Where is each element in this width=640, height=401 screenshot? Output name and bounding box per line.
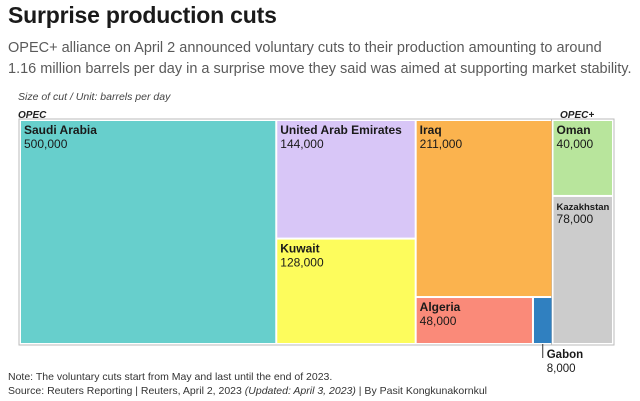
treemap-cell-united-arab-emirates <box>277 121 415 238</box>
treemap-cell-iraq <box>416 121 552 297</box>
source-updated: (Updated: April 3, 2023) <box>244 385 356 397</box>
cell-value-united-arab-emirates: 144,000 <box>280 137 324 151</box>
cell-name-oman: Oman <box>557 123 591 137</box>
cell-name-saudi-arabia: Saudi Arabia <box>24 123 97 137</box>
footnote: Note: The voluntary cuts start from May … <box>8 371 333 383</box>
treemap-cell-kuwait <box>277 239 415 343</box>
cell-name-kazakhstan: Kazakhstan <box>557 202 610 213</box>
group-label-opec: OPEC <box>18 110 47 121</box>
cell-name-gabon: Gabon <box>547 349 583 361</box>
cell-name-united-arab-emirates: United Arab Emirates <box>280 123 402 137</box>
treemap-cell-saudi-arabia <box>21 121 276 343</box>
cell-value-kuwait: 128,000 <box>280 256 324 270</box>
unit-label: Size of cut / Unit: barrels per day <box>18 91 171 103</box>
cell-value-algeria: 48,000 <box>420 314 457 328</box>
cell-value-saudi-arabia: 500,000 <box>24 137 68 151</box>
source-text: Source: Reuters Reporting | Reuters, Apr… <box>8 385 245 397</box>
chart-subtitle: OPEC+ alliance on April 2 announced volu… <box>8 40 632 77</box>
cell-value-kazakhstan: 78,000 <box>557 212 594 226</box>
cell-value-gabon: 8,000 <box>547 363 576 375</box>
cell-name-iraq: Iraq <box>420 123 442 137</box>
treemap-cell-gabon <box>533 298 552 343</box>
cell-name-algeria: Algeria <box>420 300 461 314</box>
cell-value-iraq: 211,000 <box>420 137 463 151</box>
cell-value-oman: 40,000 <box>557 137 594 151</box>
cell-name-kuwait: Kuwait <box>280 242 319 256</box>
treemap-cell-kazakhstan <box>553 196 612 343</box>
group-label-opec-plus: OPEC+ <box>560 110 595 121</box>
source-line: Source: Reuters Reporting | Reuters, Apr… <box>8 385 487 398</box>
treemap-cell-oman <box>553 121 612 195</box>
treemap-cell-algeria <box>416 298 532 343</box>
chart-title: Surprise production cuts <box>8 2 277 28</box>
source-byline: | By Pasit Kongkunakornkul <box>355 385 488 397</box>
